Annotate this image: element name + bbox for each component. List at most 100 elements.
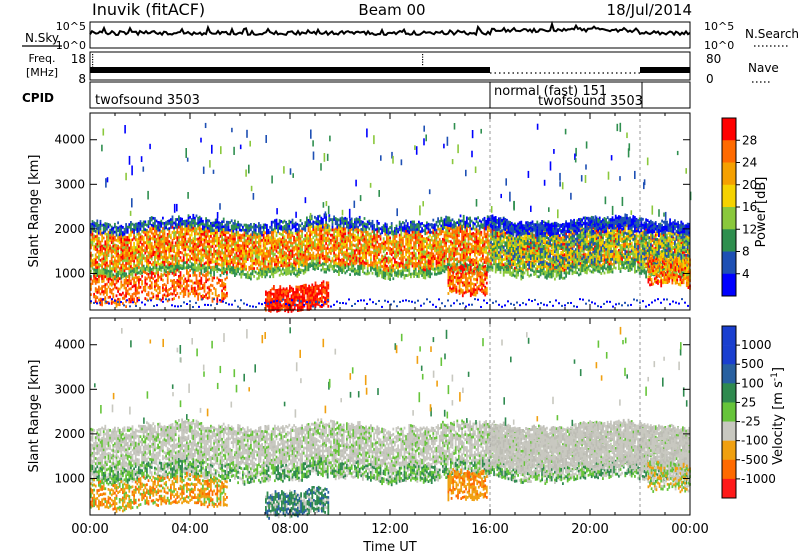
noise-right-label: N.Search — [745, 27, 799, 41]
echo-cell — [488, 268, 491, 272]
echo-cell — [90, 233, 92, 237]
echo-cell — [442, 250, 444, 254]
echo-cell — [413, 243, 415, 247]
echo-cell — [454, 227, 457, 230]
echo-cell — [238, 228, 241, 232]
echo-cell — [102, 226, 105, 229]
echo-cell — [152, 224, 155, 228]
echo-cell — [173, 265, 175, 269]
echo-cell — [211, 268, 214, 272]
echo-cell — [98, 273, 100, 277]
echo-cell — [182, 261, 185, 265]
echo-cell — [184, 222, 187, 226]
echo-cell — [381, 231, 383, 235]
echo-cell — [261, 270, 263, 273]
echo-cell — [413, 230, 415, 234]
echo-cell — [307, 226, 310, 230]
echo-cell — [158, 226, 161, 230]
echo-cell — [523, 230, 526, 233]
echo-cell — [274, 242, 276, 246]
echo-cell — [232, 229, 235, 233]
echo-cell — [541, 259, 543, 262]
echo-cell — [109, 270, 111, 274]
echo-cell — [98, 242, 100, 245]
echo-cell — [181, 267, 183, 270]
echo-cell — [306, 232, 308, 235]
echo-cell — [176, 257, 179, 260]
echo-cell — [336, 220, 339, 224]
echo-cell — [336, 223, 339, 227]
echo-cell — [325, 260, 327, 264]
echo-cell — [374, 270, 377, 273]
echo-cell — [261, 251, 263, 255]
echo-cell — [293, 272, 295, 275]
echo-cell — [170, 220, 172, 224]
echo-cell — [499, 271, 502, 274]
echo-cell — [125, 256, 127, 260]
echo-cell — [443, 241, 446, 245]
echo-cell — [397, 243, 399, 247]
echo-cell — [346, 254, 348, 257]
echo-cell — [450, 240, 452, 244]
echo-cell — [408, 249, 411, 253]
echo-cell — [358, 273, 361, 276]
echo-cell — [206, 221, 209, 225]
echo-cell — [416, 233, 419, 237]
echo-cell — [90, 225, 92, 229]
echo-cell — [442, 269, 444, 272]
echo-cell — [365, 228, 367, 232]
echo-cell — [395, 266, 398, 269]
echo-cell — [392, 277, 395, 281]
echo-cell — [382, 255, 385, 259]
echo-cell — [350, 233, 353, 236]
echo-cell — [475, 230, 478, 234]
echo-cell — [128, 233, 131, 237]
echo-cell — [346, 217, 348, 221]
echo-cell — [474, 233, 476, 236]
echo-cell — [547, 248, 550, 252]
echo-cell — [378, 253, 380, 256]
echo-cell — [339, 266, 342, 270]
echo-cell — [107, 254, 110, 257]
echo-cell — [478, 263, 481, 267]
echo-cell — [216, 259, 219, 263]
echo-cell — [144, 259, 147, 263]
echo-cell — [317, 262, 319, 265]
echo-cell — [451, 252, 454, 255]
echo-cell — [314, 267, 316, 271]
echo-cell — [107, 269, 110, 273]
echo-cell — [462, 225, 465, 229]
echo-cell — [146, 255, 148, 258]
echo-cell — [136, 264, 139, 267]
echo-cell — [117, 229, 119, 232]
echo-cell — [96, 219, 99, 223]
echo-cell — [366, 249, 369, 252]
echo-cell — [275, 260, 278, 264]
echo-cell — [275, 221, 278, 225]
echo-cell — [318, 238, 321, 241]
echo-cell — [467, 243, 470, 247]
echo-cell — [386, 267, 388, 271]
echo-cell — [123, 248, 126, 252]
echo-cell — [118, 254, 121, 257]
echo-cell — [189, 247, 191, 250]
echo-cell — [200, 220, 203, 223]
echo-cell — [216, 218, 219, 221]
echo-cell — [122, 231, 124, 234]
echo-cell — [432, 247, 435, 251]
echo-cell — [266, 252, 268, 256]
echo-cell — [259, 224, 262, 227]
echo-cell — [283, 258, 286, 262]
echo-cell — [194, 219, 196, 223]
echo-cell — [307, 221, 310, 225]
echo-cell — [437, 243, 439, 247]
echo-cell — [445, 218, 447, 222]
echo-cell — [149, 230, 151, 233]
echo-cell — [294, 221, 297, 225]
echo-cell — [154, 266, 156, 270]
echo-cell — [339, 232, 342, 236]
echo-cell — [365, 238, 367, 242]
echo-cell — [174, 254, 177, 258]
echo-cell — [130, 241, 132, 245]
echo-cell — [370, 268, 372, 272]
